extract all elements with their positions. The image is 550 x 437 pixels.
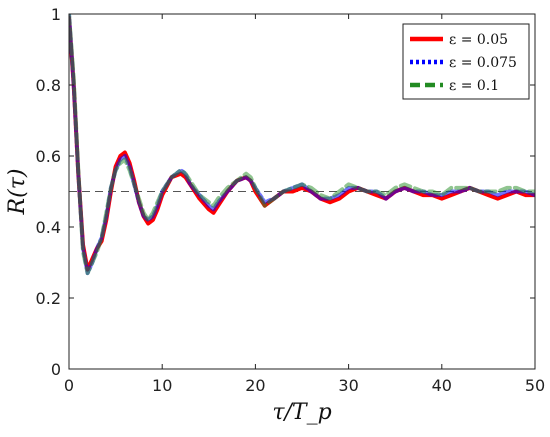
x-tick-label: 30 xyxy=(338,376,358,395)
legend-label-2: ε = 0.075 xyxy=(449,55,517,71)
legend: ε = 0.05 ε = 0.075 ε = 0.1 xyxy=(402,23,530,100)
series-layer xyxy=(69,14,535,276)
legend-label-1: ε = 0.05 xyxy=(449,32,508,48)
series-line-3 xyxy=(69,14,535,276)
y-tick-label: 0.8 xyxy=(36,76,61,95)
x-axis-label: τ/T_p xyxy=(272,400,331,425)
x-tick-label: 50 xyxy=(525,376,545,395)
legend-entry-1: ε = 0.05 xyxy=(410,32,508,48)
y-tick-label: 0.2 xyxy=(36,289,61,308)
y-axis-label: R(τ) xyxy=(5,169,30,216)
legend-entry-3: ε = 0.1 xyxy=(410,78,499,94)
legend-label-3: ε = 0.1 xyxy=(449,78,499,94)
y-tick-label: 0 xyxy=(51,360,61,379)
x-tick-label: 20 xyxy=(245,376,265,395)
x-tick-label: 0 xyxy=(64,376,74,395)
y-tick-label: 0.4 xyxy=(36,218,61,237)
y-tick-label: 0.6 xyxy=(36,147,61,166)
x-tick-label: 40 xyxy=(432,376,452,395)
legend-entry-2: ε = 0.075 xyxy=(410,55,517,71)
x-tick-label: 10 xyxy=(152,376,172,395)
y-tick-label: 1 xyxy=(51,5,61,24)
tick-layer: 0 10 20 30 40 50 0 0.2 0.4 0.6 0.8 1 xyxy=(36,5,546,395)
axes-frame xyxy=(68,13,536,370)
